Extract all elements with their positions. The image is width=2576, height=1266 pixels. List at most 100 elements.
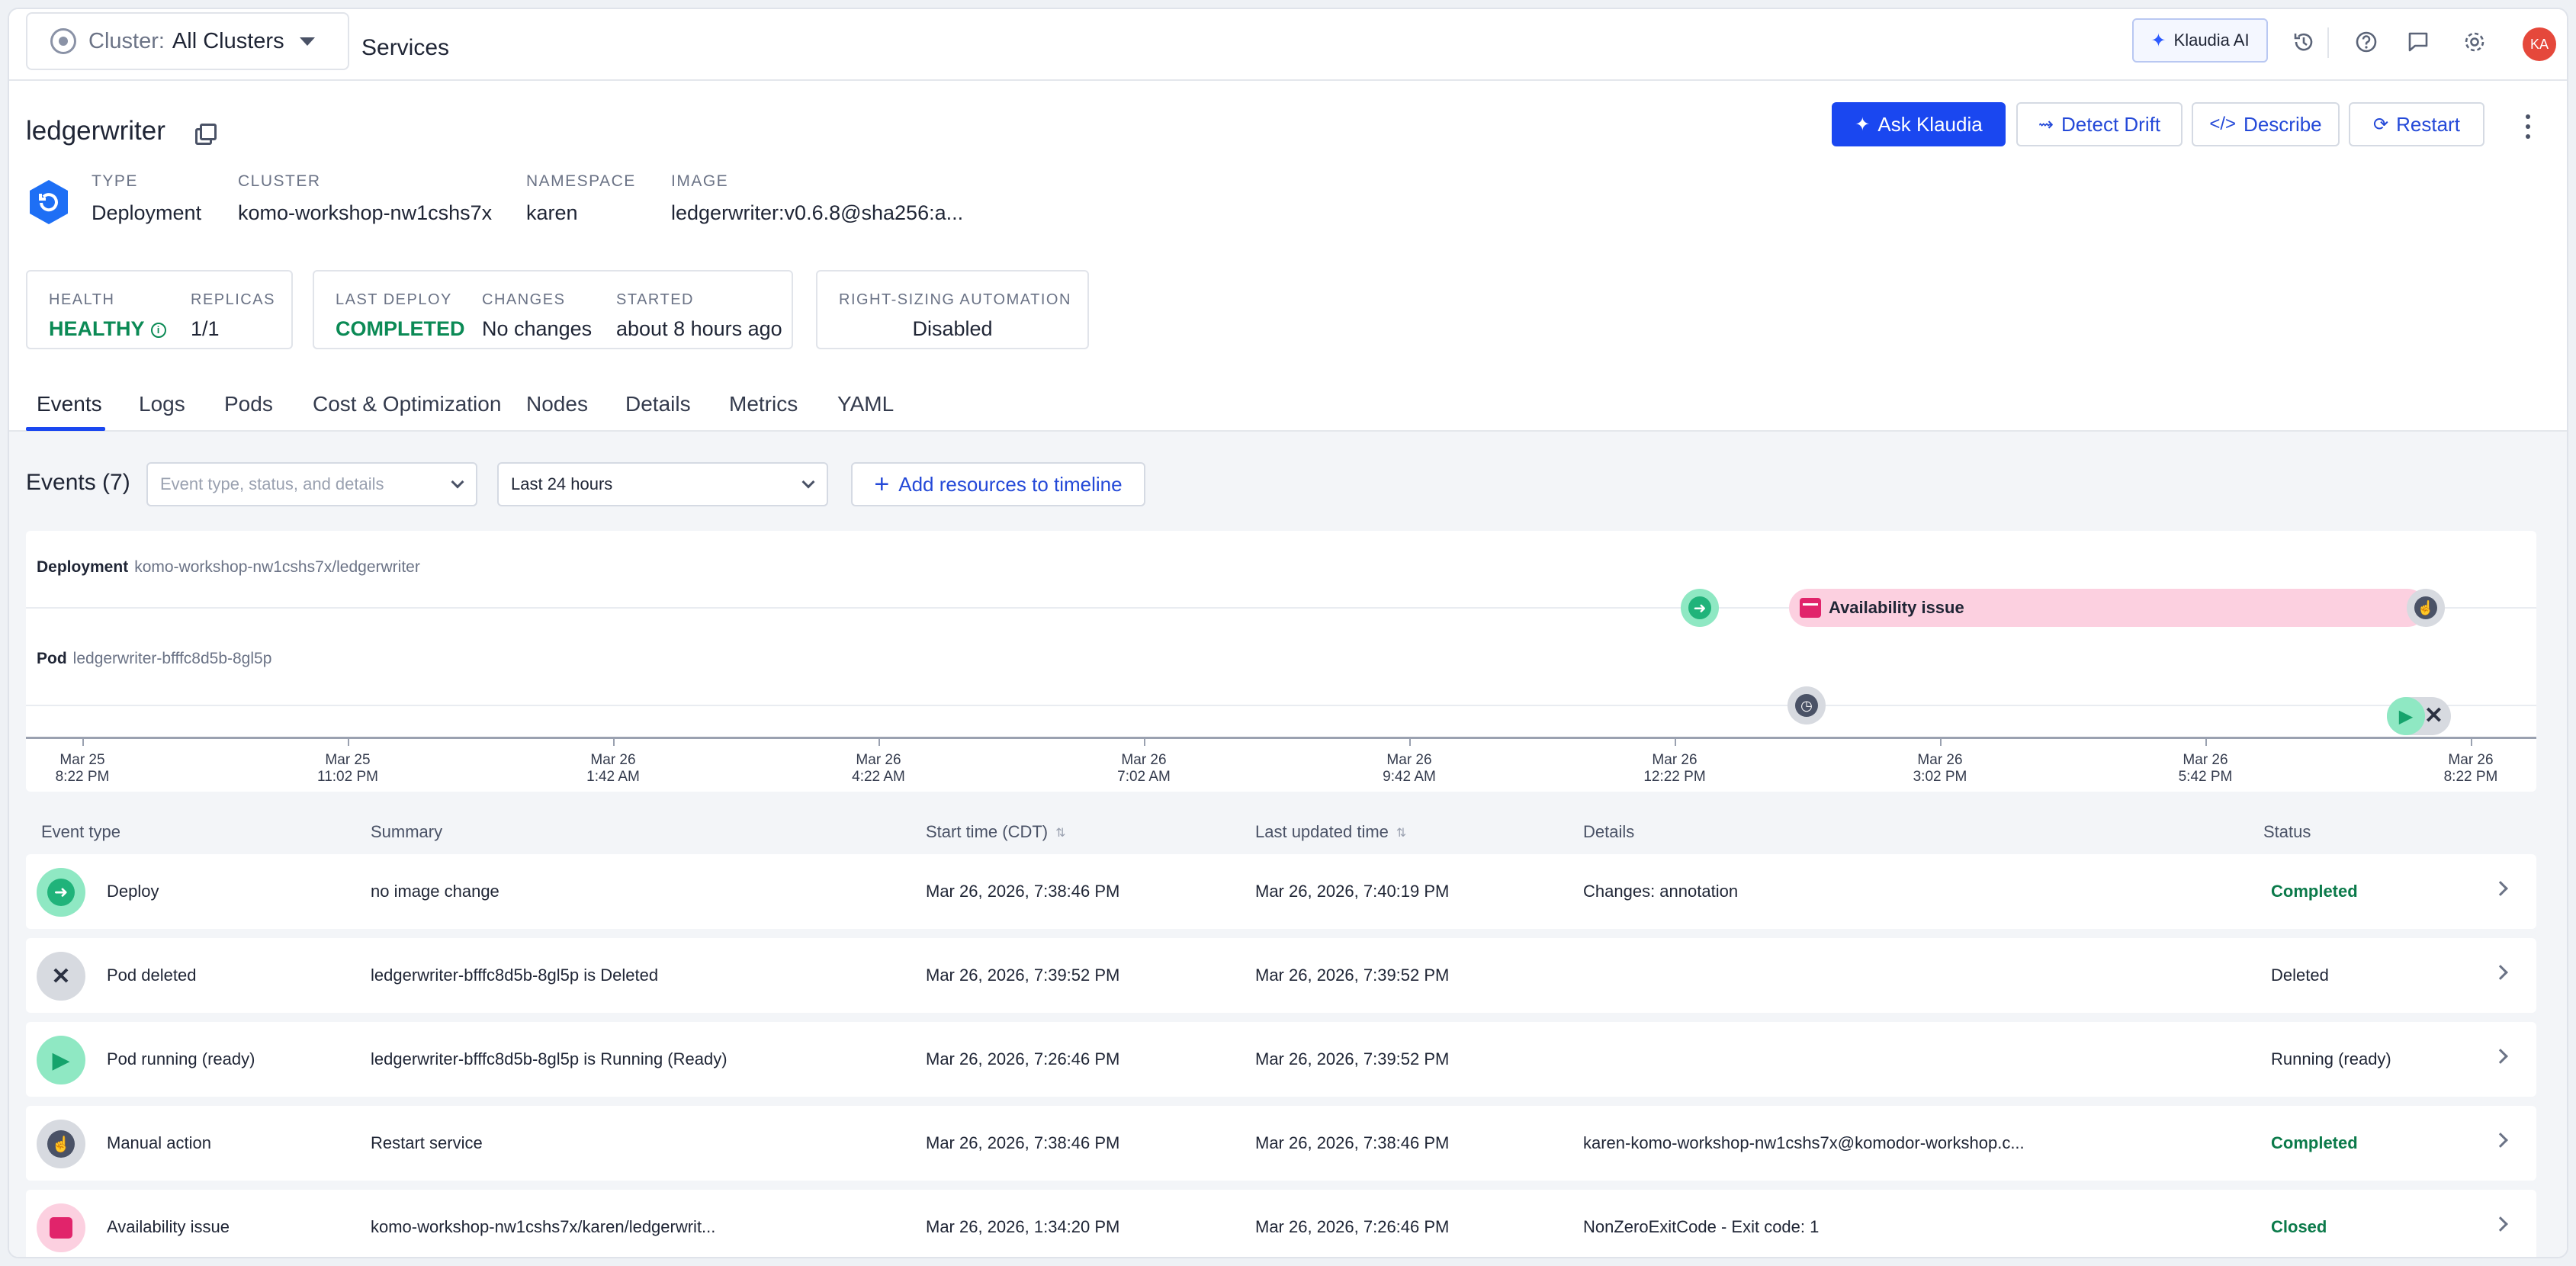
- tick-date: Mar 25: [59, 752, 105, 768]
- timeline-tick-label: Mar 26 12:22 PM: [1614, 752, 1736, 786]
- manual-action-marker[interactable]: ☝: [2407, 589, 2445, 627]
- code-icon: </>: [2209, 114, 2237, 134]
- cluster-selector[interactable]: Cluster: All Clusters: [26, 12, 349, 70]
- sparkle-icon: ✦: [2150, 30, 2166, 51]
- copy-icon[interactable]: [192, 120, 217, 145]
- ask-klaudia-button[interactable]: ✦ Ask Klaudia: [1832, 102, 2006, 146]
- history-icon[interactable]: [2289, 27, 2318, 56]
- sort-icon: ⇅: [1055, 827, 1066, 840]
- klaudia-ai-button[interactable]: ✦ Klaudia AI: [2132, 18, 2268, 63]
- top-bar: Cluster: All Clusters Services ✦ Klaudia…: [9, 9, 2567, 81]
- row-details: karen-komo-workshop-nw1cshs7x@komodor-wo…: [1583, 1133, 2025, 1152]
- drift-icon: ⇝: [2038, 114, 2054, 135]
- more-options-icon[interactable]: [2517, 111, 2539, 142]
- availability-issue-label: Availability issue: [1829, 598, 1964, 617]
- chevron-right-icon: [2493, 965, 2508, 980]
- sparkle-icon: ✦: [1855, 114, 1871, 135]
- events-timeline: Deployment komo-workshop-nw1cshs7x/ledger…: [26, 531, 2536, 792]
- tick-date: Mar 26: [590, 752, 636, 768]
- health-label: HEALTH: [49, 291, 115, 308]
- col-last-updated[interactable]: Last updated time ⇅: [1255, 822, 1406, 842]
- row-status: Running (ready): [2271, 1049, 2391, 1068]
- add-resources-button[interactable]: + Add resources to timeline: [851, 462, 1145, 506]
- availability-row-icon: [37, 1203, 85, 1252]
- image-label: IMAGE: [671, 172, 729, 190]
- health-value: HEALTHY i: [49, 317, 166, 341]
- top-divider: [2327, 27, 2329, 58]
- tab-cost-optimization[interactable]: Cost & Optimization: [313, 392, 502, 416]
- row-status: Completed: [2271, 882, 2358, 901]
- table-row[interactable]: ➜ Deploy no image change Mar 26, 2026, 7…: [26, 854, 2536, 929]
- timeline-tick: [1940, 737, 1942, 746]
- tick-date: Mar 26: [856, 752, 901, 768]
- table-row[interactable]: Availability issue komo-workshop-nw1cshs…: [26, 1190, 2536, 1257]
- col-details: Details: [1583, 822, 1635, 841]
- row-summary: Restart service: [371, 1133, 483, 1152]
- play-icon: ▶: [52, 1047, 70, 1073]
- cluster-meta-label: CLUSTER: [238, 172, 321, 190]
- col-start-time[interactable]: Start time (CDT) ⇅: [926, 822, 1066, 842]
- row-last-updated: Mar 26, 2026, 7:40:19 PM: [1255, 882, 1450, 901]
- row-start-time: Mar 26, 2026, 7:26:46 PM: [926, 1049, 1120, 1068]
- tick-time: 5:42 PM: [2178, 769, 2233, 785]
- describe-button[interactable]: </> Describe: [2192, 102, 2340, 146]
- timeline-tick: [1409, 737, 1411, 746]
- health-card: HEALTH HEALTHY i REPLICAS 1/1: [26, 270, 293, 349]
- row-start-time: Mar 26, 2026, 7:39:52 PM: [926, 966, 1120, 985]
- timeline-tick-label: Mar 26 7:02 AM: [1083, 752, 1205, 786]
- pod-row-label: Pod: [37, 650, 67, 667]
- ask-klaudia-label: Ask Klaudia: [1877, 112, 1983, 136]
- last-deploy-label: LAST DEPLOY: [336, 291, 452, 308]
- availability-issue-bar[interactable]: Availability issue: [1789, 589, 2427, 627]
- table-row[interactable]: ✕ Pod deleted ledgerwriter-bfffc8d5b-8gl…: [26, 938, 2536, 1013]
- col-last-updated-label: Last updated time: [1255, 822, 1389, 841]
- caret-down-icon: [299, 37, 315, 46]
- user-avatar[interactable]: KA: [2523, 27, 2556, 61]
- pod-running-deleted-marker[interactable]: ▶ ✕: [2387, 697, 2451, 735]
- pod-row-name: ledgerwriter-bfffc8d5b-8gl5p: [72, 650, 272, 667]
- arrow-right-icon: ➜: [1688, 596, 1711, 619]
- replicas-value: 1/1: [191, 317, 220, 340]
- tab-logs[interactable]: Logs: [139, 392, 185, 416]
- row-details: NonZeroExitCode - Exit code: 1: [1583, 1217, 1820, 1236]
- table-row[interactable]: ▶ Pod running (ready) ledgerwriter-bfffc…: [26, 1022, 2536, 1097]
- col-status: Status: [2263, 822, 2311, 841]
- timeline-tick-label: Mar 26 1:42 AM: [552, 752, 674, 786]
- close-icon: ✕: [51, 963, 71, 989]
- row-event-type: Pod deleted: [107, 966, 197, 985]
- breadcrumb-services[interactable]: Services: [361, 35, 450, 60]
- row-summary: ledgerwriter-bfffc8d5b-8gl5p is Running …: [371, 1049, 728, 1068]
- tab-details[interactable]: Details: [625, 392, 691, 416]
- tab-metrics[interactable]: Metrics: [729, 392, 798, 416]
- chat-icon[interactable]: [2404, 27, 2433, 56]
- cluster-value: All Clusters: [172, 28, 284, 53]
- col-summary: Summary: [371, 822, 443, 841]
- tick-time: 8:22 PM: [55, 769, 110, 785]
- pod-pending-marker[interactable]: ◷: [1787, 686, 1826, 725]
- sort-icon: ⇅: [1396, 827, 1407, 840]
- restart-button[interactable]: ⟳ Restart: [2349, 102, 2484, 146]
- tab-nodes[interactable]: Nodes: [526, 392, 588, 416]
- tab-events[interactable]: Events: [37, 392, 102, 416]
- timeline-pod-row[interactable]: Pod ledgerwriter-bfffc8d5b-8gl5p: [37, 650, 271, 668]
- detect-drift-button[interactable]: ⇝ Detect Drift: [2016, 102, 2183, 146]
- timeline-deployment-row[interactable]: Deployment komo-workshop-nw1cshs7x/ledger…: [37, 558, 420, 577]
- time-range-select[interactable]: Last 24 hours: [497, 462, 828, 506]
- help-icon[interactable]: [2352, 27, 2381, 56]
- namespace-value: karen: [526, 201, 578, 224]
- tab-yaml[interactable]: YAML: [837, 392, 895, 416]
- info-icon[interactable]: i: [150, 322, 166, 338]
- deploy-event-marker[interactable]: ➜: [1681, 589, 1719, 627]
- refresh-icon: ⟳: [2373, 114, 2389, 135]
- type-label: TYPE: [92, 172, 138, 190]
- rightsizing-label: RIGHT-SIZING AUTOMATION: [839, 291, 1071, 308]
- plus-icon: +: [874, 469, 890, 499]
- tick-date: Mar 26: [1386, 752, 1432, 768]
- add-resources-label: Add resources to timeline: [898, 472, 1123, 496]
- chevron-right-icon: [2493, 881, 2508, 896]
- timeline-tick: [348, 737, 349, 746]
- gear-icon[interactable]: [2460, 27, 2489, 56]
- table-row[interactable]: ☝ Manual action Restart service Mar 26, …: [26, 1106, 2536, 1181]
- event-filter-input[interactable]: Event type, status, and details: [146, 462, 477, 506]
- tab-pods[interactable]: Pods: [224, 392, 273, 416]
